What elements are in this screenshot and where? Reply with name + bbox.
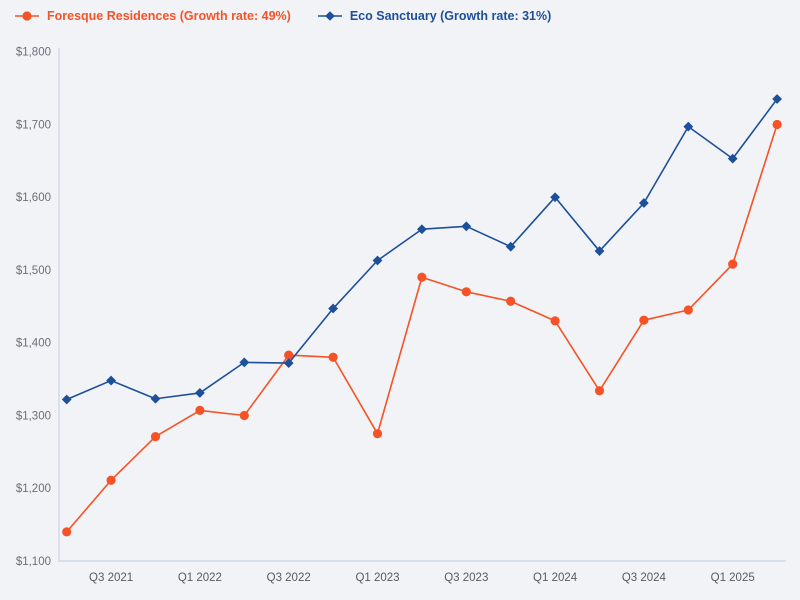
data-point-foresque-residences-q1-2024[interactable] xyxy=(550,316,560,326)
series-foresque-residences xyxy=(62,119,782,537)
data-point-eco-sanctuary-q1-2024[interactable] xyxy=(550,192,560,203)
x-tick-label: Q3 2022 xyxy=(267,572,311,584)
data-point-foresque-residences-q3-2022[interactable] xyxy=(284,350,294,360)
axis-lines xyxy=(58,48,786,562)
data-point-foresque-residences-q1-2025[interactable] xyxy=(728,259,738,269)
data-point-foresque-residences-q2-2025[interactable] xyxy=(772,119,782,130)
legend-item-eco-sanctuary[interactable]: Eco Sanctuary (Growth rate: 31%) xyxy=(317,9,551,23)
axes xyxy=(58,48,786,562)
data-point-eco-sanctuary-q3-2024[interactable] xyxy=(639,198,649,208)
data-point-eco-sanctuary-q4-2024[interactable] xyxy=(683,121,694,132)
data-point-foresque-residences-q3-2023[interactable] xyxy=(461,287,471,297)
data-point-eco-sanctuary-q3-2022[interactable] xyxy=(283,358,294,369)
y-tick-label: $1,300 xyxy=(16,410,51,422)
data-point-eco-sanctuary-q1-2025[interactable] xyxy=(727,153,738,164)
data-point-eco-sanctuary-q1-2023[interactable] xyxy=(372,255,383,266)
series-line xyxy=(66,98,778,401)
data-point-eco-sanctuary-q1-2022[interactable] xyxy=(195,388,205,398)
data-point-foresque-residences-q2-2022[interactable] xyxy=(239,410,249,421)
y-tick-label: $1,200 xyxy=(16,483,51,495)
data-point-foresque-residences-q3-2024[interactable] xyxy=(639,315,649,325)
data-point-foresque-residences-q4-2023[interactable] xyxy=(506,296,516,306)
data-point-foresque-residences-q2-2023[interactable] xyxy=(417,272,427,282)
data-point-foresque-residences-q1-2023[interactable] xyxy=(372,429,383,439)
series-line xyxy=(66,124,778,533)
data-point-eco-sanctuary-q3-2023[interactable] xyxy=(461,221,472,232)
data-point-eco-sanctuary-q2-2024[interactable] xyxy=(594,246,605,256)
data-point-foresque-residences-q2-2021[interactable] xyxy=(62,527,72,537)
diamond-marker-icon xyxy=(317,11,342,21)
y-tick-label: $1,100 xyxy=(16,556,51,568)
circle-marker-icon xyxy=(15,11,39,21)
y-tick-label: $1,800 xyxy=(16,47,51,59)
x-tick-label: Q3 2024 xyxy=(622,572,667,584)
data-point-foresque-residences-q4-2021[interactable] xyxy=(150,431,161,442)
y-tick-label: $1,400 xyxy=(16,338,51,350)
legend-marker-circle xyxy=(22,11,32,21)
x-tick-label: Q1 2023 xyxy=(355,572,399,584)
series-eco-sanctuary xyxy=(61,94,782,405)
data-point-eco-sanctuary-q2-2022[interactable] xyxy=(239,357,250,368)
data-point-foresque-residences-q2-2024[interactable] xyxy=(594,386,605,396)
chart-legend: Foresque Residences (Growth rate: 49%) E… xyxy=(14,9,551,23)
x-tick-label: Q1 2022 xyxy=(178,572,222,584)
data-point-eco-sanctuary-q4-2021[interactable] xyxy=(150,393,161,404)
legend-label: Eco Sanctuary (Growth rate: 31%) xyxy=(349,9,552,23)
y-tick-label: $1,600 xyxy=(16,192,51,204)
data-point-eco-sanctuary-q4-2022[interactable] xyxy=(328,303,338,314)
data-point-foresque-residences-q4-2024[interactable] xyxy=(683,305,693,315)
y-tick-label: $1,500 xyxy=(16,265,51,277)
data-point-foresque-residences-q3-2021[interactable] xyxy=(106,475,116,485)
legend-label: Foresque Residences (Growth rate: 49%) xyxy=(47,9,291,23)
y-tick-label: $1,700 xyxy=(16,119,51,131)
legend-item-foresque-residences[interactable]: Foresque Residences (Growth rate: 49%) xyxy=(14,9,291,23)
x-axis-labels: Q3 2021 Q1 2022 Q3 2022 Q1 2023 Q3 2023 Q1 20… xyxy=(89,572,755,584)
x-tick-label: Q1 2024 xyxy=(533,572,578,584)
data-point-eco-sanctuary-q2-2023[interactable] xyxy=(417,224,427,235)
x-tick-label: Q1 2025 xyxy=(711,572,755,584)
data-point-eco-sanctuary-q2-2025[interactable] xyxy=(772,94,782,104)
x-tick-label: Q3 2023 xyxy=(444,572,488,584)
data-point-foresque-residences-q4-2022[interactable] xyxy=(328,352,338,362)
y-axis-labels: $1,100 $1,200 $1,300 $1,400 $1,500 $1,600 $1,7… xyxy=(16,47,51,568)
data-point-foresque-residences-q1-2022[interactable] xyxy=(195,405,205,415)
x-tick-label: Q3 2021 xyxy=(89,572,133,584)
data-point-eco-sanctuary-q4-2023[interactable] xyxy=(505,241,516,252)
data-point-eco-sanctuary-q2-2021[interactable] xyxy=(61,394,72,405)
data-point-eco-sanctuary-q3-2021[interactable] xyxy=(106,375,116,386)
legend-marker-diamond xyxy=(325,11,335,21)
